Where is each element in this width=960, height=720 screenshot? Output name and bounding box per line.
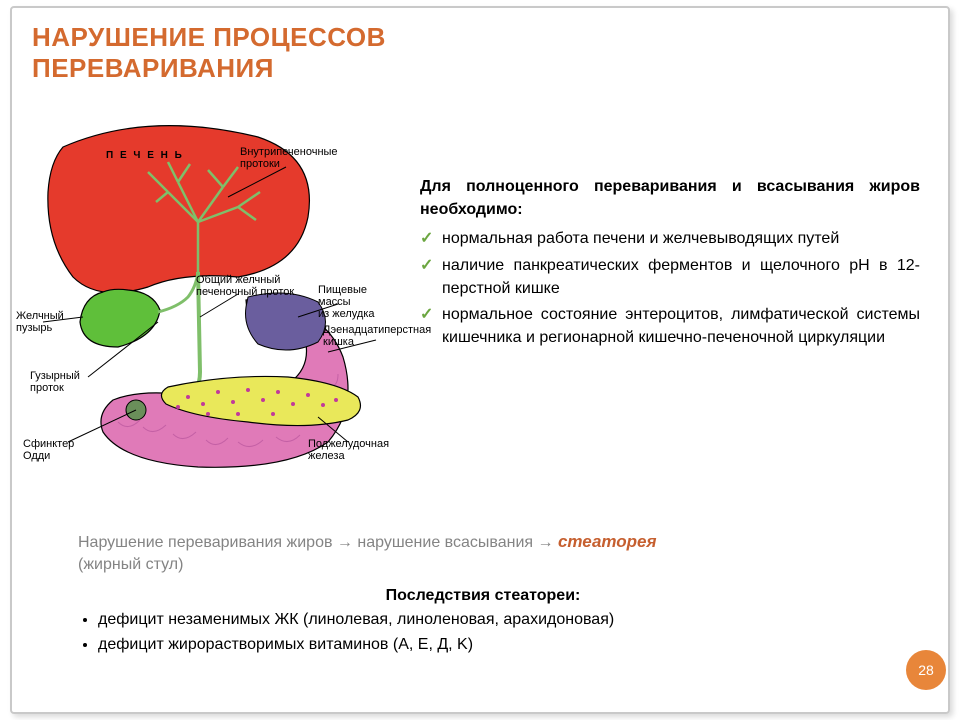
gallbladder-shape <box>80 289 160 347</box>
title-line-2: ПЕРЕВАРИВАНИЯ <box>32 53 386 84</box>
label-pancreas: Поджелудочная железа <box>308 438 389 462</box>
slide-title: НАРУШЕНИЕ ПРОЦЕССОВ ПЕРЕВАРИВАНИЯ <box>32 22 386 84</box>
requirement-item: нормальное состояние энтероцитов, лимфат… <box>442 303 920 349</box>
requirement-item: наличие панкреатических ферментов и щело… <box>442 254 920 300</box>
label-intrahepatic: Внутрипеченочные протоки <box>240 146 338 170</box>
flow-term: стеаторея <box>558 532 657 551</box>
requirements-list: нормальная работа печени и желчевыводящи… <box>420 227 920 349</box>
label-liver: П Е Ч Е Н Ь <box>106 150 184 161</box>
bottom-block: Нарушение переваривания жиров → нарушени… <box>78 530 888 658</box>
conseq-item: дефицит жирорастворимых витаминов (A, E,… <box>98 634 888 656</box>
conseq-item: дефицит незаменимых ЖК (линолевая, линол… <box>98 609 888 631</box>
flow-pre: Нарушение переваривания жиров → нарушени… <box>78 534 558 551</box>
conseq-list: дефицит незаменимых ЖК (линолевая, линол… <box>78 609 888 656</box>
label-sphincter: Сфинктер Одди <box>23 438 74 462</box>
page-number-badge: 28 <box>906 650 946 690</box>
label-duodenum: Дэенадцатиперстная кишка <box>323 324 431 348</box>
requirement-item: нормальная работа печени и желчевыводящи… <box>442 227 920 250</box>
requirements-intro: Для полноценного переваривания и всасыва… <box>420 175 920 221</box>
label-food-mass: Пищевые массы из желудка <box>318 284 398 320</box>
conseq-title: Последствия стеатореи: <box>78 585 888 607</box>
requirements-block: Для полноценного переваривания и всасыва… <box>420 175 920 352</box>
stomach-mass <box>246 293 326 350</box>
label-common-bile: Общий желчный печеночный проток <box>196 274 294 298</box>
flow-line: Нарушение переваривания жиров → нарушени… <box>78 530 888 554</box>
label-cystic-duct: Гузырный проток <box>30 370 80 394</box>
label-gallbladder: Желчный пузырь <box>16 310 64 334</box>
title-line-1: НАРУШЕНИЕ ПРОЦЕССОВ <box>32 22 386 53</box>
flow-post: (жирный стул) <box>78 554 888 576</box>
anatomy-diagram: П Е Ч Е Н Ь Внутрипеченочные протоки Жел… <box>28 122 398 482</box>
page-number: 28 <box>918 662 934 678</box>
